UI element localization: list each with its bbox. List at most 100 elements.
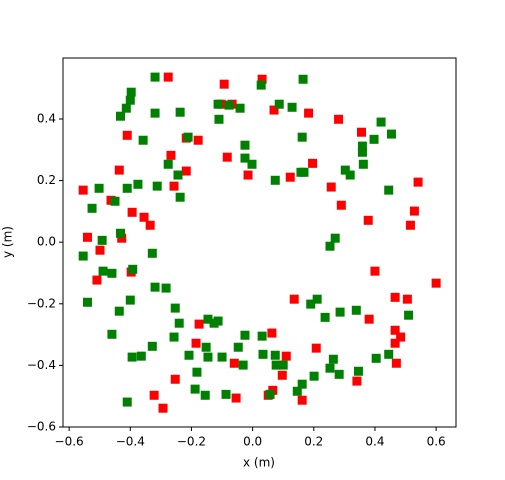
point (163, 159, 173, 169)
point (161, 283, 171, 293)
point (402, 294, 412, 304)
point (213, 99, 223, 109)
point (271, 360, 281, 370)
point (97, 235, 107, 245)
point (325, 241, 335, 251)
point (292, 386, 302, 396)
point (340, 165, 350, 175)
point (181, 166, 191, 176)
point (405, 220, 415, 230)
point (136, 351, 146, 361)
x-tick-label: 0.2 (304, 435, 323, 449)
point (336, 200, 346, 210)
x-tick-label: 0.6 (427, 435, 446, 449)
y-tick-label: −0.6 (27, 420, 56, 434)
point (247, 159, 257, 169)
point (325, 363, 335, 373)
point (371, 353, 381, 363)
point (170, 303, 180, 313)
point (174, 318, 184, 328)
point (163, 72, 173, 82)
point (386, 129, 396, 139)
point (285, 172, 295, 182)
point (126, 87, 136, 97)
x-tick-label: −0.4 (116, 435, 145, 449)
point (240, 330, 250, 340)
point (390, 292, 400, 302)
point (306, 299, 316, 309)
y-tick-label: 0.4 (37, 111, 56, 125)
point (82, 232, 92, 242)
x-tick-label: 0.0 (243, 435, 262, 449)
point (384, 349, 394, 359)
point (200, 390, 210, 400)
point (127, 352, 137, 362)
point (238, 360, 248, 370)
point (87, 203, 97, 213)
point (201, 342, 211, 352)
point (270, 175, 280, 185)
point (117, 233, 127, 243)
point (203, 314, 213, 324)
point (213, 316, 223, 326)
point (122, 183, 132, 193)
point (265, 389, 275, 399)
point (122, 397, 132, 407)
x-axis-label: x (m) (243, 456, 275, 470)
point (390, 325, 400, 335)
point (370, 266, 380, 276)
point (297, 132, 307, 142)
point (114, 306, 124, 316)
point (194, 319, 204, 329)
point (139, 212, 149, 222)
point (203, 352, 213, 362)
point (335, 307, 345, 317)
point (107, 329, 117, 339)
point (353, 366, 363, 376)
point (257, 74, 267, 84)
point (309, 371, 319, 381)
point (121, 103, 131, 113)
point (110, 196, 120, 206)
point (147, 248, 157, 258)
point (193, 135, 203, 145)
point (334, 369, 344, 379)
point (169, 181, 179, 191)
point (243, 170, 253, 180)
point (231, 393, 241, 403)
point (240, 153, 250, 163)
point (281, 351, 291, 361)
point (296, 167, 306, 177)
point (158, 403, 168, 413)
point (431, 278, 441, 288)
point (257, 331, 267, 341)
point (221, 389, 231, 399)
point (128, 264, 138, 274)
y-tick-label: 0.2 (37, 173, 56, 187)
point (297, 379, 307, 389)
point (115, 111, 125, 121)
point (311, 343, 321, 353)
point (107, 268, 117, 278)
y-tick-label: −0.2 (27, 296, 56, 310)
point (122, 130, 132, 140)
point (320, 312, 330, 322)
point (278, 360, 288, 370)
point (352, 376, 362, 386)
point (256, 80, 266, 90)
point (175, 192, 185, 202)
point (390, 338, 400, 348)
point (149, 390, 159, 400)
point (147, 341, 157, 351)
point (391, 358, 401, 368)
point (404, 310, 414, 320)
point (267, 328, 277, 338)
point (224, 100, 234, 110)
point (169, 332, 179, 342)
point (183, 132, 193, 142)
point (94, 183, 104, 193)
point (287, 102, 297, 112)
point (298, 74, 308, 84)
point (78, 251, 88, 261)
